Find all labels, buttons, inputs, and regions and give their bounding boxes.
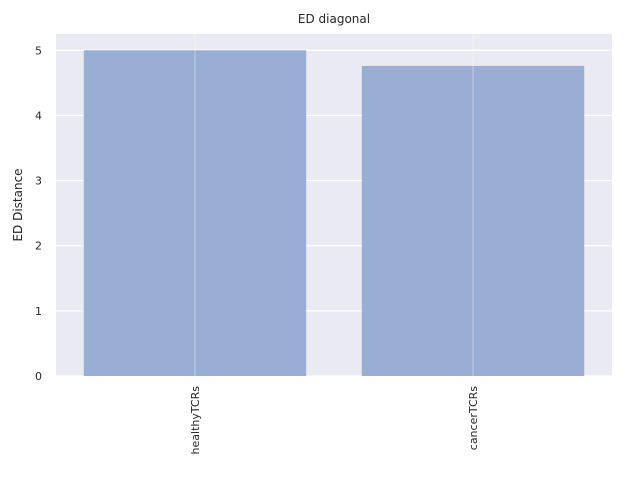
y-axis-label: ED Distance: [11, 168, 25, 241]
y-tick-label: 0: [35, 370, 42, 383]
bars: [83, 50, 585, 377]
bar-cancerTCRs: [361, 65, 585, 377]
chart-title: ED diagonal: [298, 12, 370, 26]
y-tick-label: 5: [35, 44, 42, 57]
x-tick-labels: healthyTCRs cancerTCRs: [189, 386, 480, 455]
y-tick-label: 4: [35, 109, 42, 122]
vertical-grid-lines: [194, 34, 474, 376]
bar-healthyTCRs: [83, 50, 307, 377]
y-tick-labels: 0 1 2 3 4 5: [35, 44, 42, 383]
y-tick-label: 2: [35, 240, 42, 253]
y-tick-label: 1: [35, 305, 42, 318]
y-tick-label: 3: [35, 175, 42, 188]
x-tick-label: cancerTCRs: [467, 386, 480, 450]
x-tick-label: healthyTCRs: [189, 386, 202, 455]
